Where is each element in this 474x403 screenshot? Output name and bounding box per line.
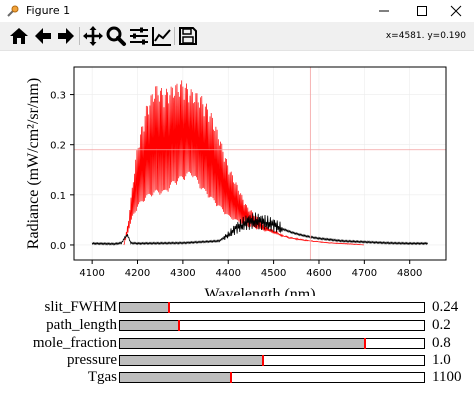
window-title: Figure 1 (26, 4, 71, 17)
edit-axis-icon (152, 27, 171, 46)
slider-fill (120, 356, 263, 365)
slider-handle[interactable] (167, 302, 170, 313)
forward-arrow-icon (58, 28, 74, 44)
x-tick-label: 4300 (170, 268, 195, 279)
navigation-toolbar: x=4581. y=0.190 (0, 22, 474, 51)
slider-handle[interactable] (363, 338, 366, 349)
toolbar-separator (79, 27, 80, 45)
y-axis-ticks: 0.0 0.1 0.2 0.3 (50, 91, 74, 252)
maximize-button[interactable] (404, 0, 440, 22)
close-icon (450, 5, 462, 17)
slider-value: 0.24 (432, 299, 459, 315)
y-tick-label: 0.1 (50, 191, 66, 202)
forward-button[interactable] (55, 25, 77, 47)
x-tick-label: 4100 (79, 268, 104, 279)
plot-series (91, 80, 428, 246)
slider-slit-FWHM[interactable] (119, 302, 425, 313)
configure-subplots-button[interactable] (128, 25, 150, 47)
x-tick-label: 4600 (306, 268, 331, 279)
slider-mole-fraction[interactable] (119, 338, 425, 349)
slider-fill (120, 303, 169, 312)
x-tick-label: 4800 (397, 268, 422, 279)
edit-axis-button[interactable] (151, 25, 173, 47)
y-tick-label: 0.3 (50, 91, 66, 102)
save-icon (179, 27, 197, 45)
x-tick-label: 4700 (352, 268, 377, 279)
slider-handle[interactable] (178, 320, 181, 331)
save-button[interactable] (177, 25, 199, 47)
configure-subplots-icon (130, 27, 148, 45)
x-tick-label: 4500 (261, 268, 286, 279)
cursor-coordinates: x=4581. y=0.190 (385, 31, 466, 41)
toolbar-separator (174, 27, 175, 45)
axes-frame (73, 66, 447, 261)
figure-app-icon (7, 5, 19, 17)
slider-fill (120, 339, 365, 348)
pan-icon (83, 26, 103, 46)
red-spectrum-line (123, 80, 364, 246)
slider-label: path_length (46, 317, 117, 333)
x-axis-label: Wavelength (nm) (204, 286, 315, 296)
zoom-icon (106, 26, 126, 46)
x-axis-ticks: 4100 4200 4300 4400 4500 4600 4700 4800 (79, 260, 422, 279)
x-tick-label: 4400 (216, 268, 241, 279)
cursor-crosshair (74, 67, 446, 260)
title-bar: Figure 1 (0, 0, 474, 22)
back-button[interactable] (32, 25, 54, 47)
slider-label: Tgas (87, 369, 117, 385)
slider-handle[interactable] (229, 372, 232, 383)
slider-value: 1100 (432, 369, 462, 385)
slider-value: 0.8 (432, 335, 451, 351)
slider-label: pressure (67, 352, 117, 368)
slider-label: mole_fraction (32, 335, 117, 351)
y-axis-label: Radiance (mW/cm²/sr/nm) (25, 78, 42, 249)
close-button[interactable] (438, 0, 474, 22)
maximize-icon (417, 6, 427, 16)
slider-pressure[interactable] (119, 355, 425, 366)
zoom-button[interactable] (105, 25, 127, 47)
back-arrow-icon (35, 28, 51, 44)
spectrum-plot[interactable]: 4100 4200 4300 4400 4500 4600 4700 4800 0.00.10… (0, 51, 474, 296)
slider-label: slit_FWHM (44, 299, 117, 315)
figure-canvas[interactable]: 4100 4200 4300 4400 4500 4600 4700 4800 0.0 0.1 0… (0, 51, 474, 403)
slider-handle[interactable] (261, 355, 264, 366)
black-spectrum-line (91, 212, 428, 246)
pan-button[interactable] (82, 25, 104, 47)
grid-lines (74, 67, 446, 260)
slider-Tgas[interactable] (119, 372, 425, 383)
minimize-icon (379, 10, 389, 12)
home-icon (10, 28, 28, 44)
slider-fill (120, 321, 180, 330)
minimize-button[interactable] (366, 0, 402, 22)
x-tick-label: 4200 (125, 268, 150, 279)
slider-value: 1.0 (432, 352, 451, 368)
slider-value: 0.2 (432, 317, 451, 333)
home-button[interactable] (8, 25, 30, 47)
slider-fill (120, 373, 231, 382)
slider-path-length[interactable] (119, 320, 425, 331)
y-tick-label: 0.2 (50, 141, 66, 152)
y-tick-label: 0.0 (50, 241, 66, 252)
